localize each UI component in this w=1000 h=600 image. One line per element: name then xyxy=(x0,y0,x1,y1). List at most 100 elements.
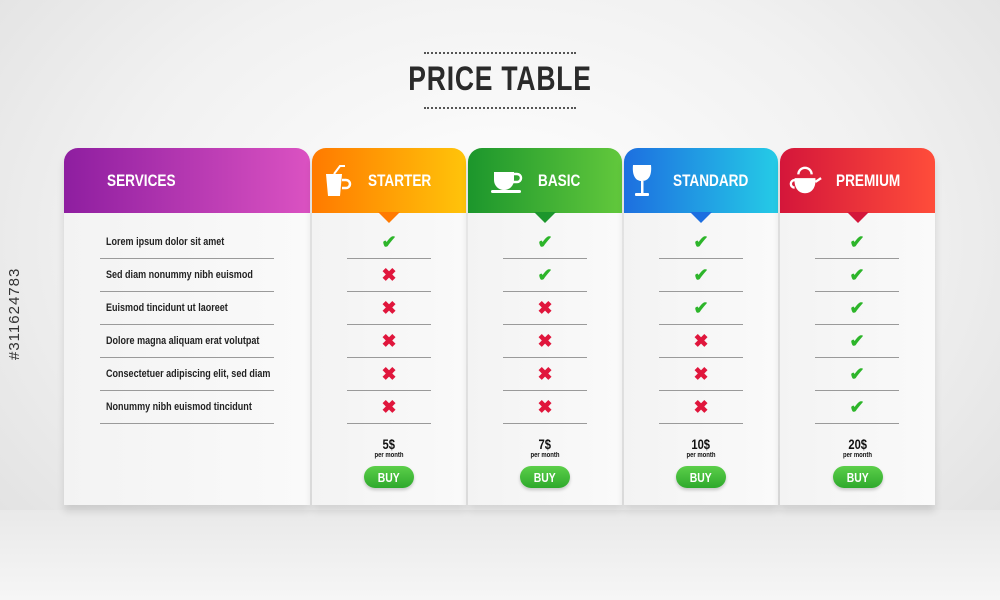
feature-cell: ✔ xyxy=(815,292,899,325)
header-pointer xyxy=(378,212,400,223)
header-pointer xyxy=(534,212,556,223)
plan-column-standard: STANDARD ✔ ✔ ✔ ✖ ✖ ✖ 10$ per month BUY xyxy=(624,148,778,505)
services-header: SERVICES xyxy=(64,148,310,213)
feature-cell: ✔ xyxy=(503,226,587,259)
price-period: per month xyxy=(530,452,560,459)
feature-cell: ✖ xyxy=(347,391,431,424)
feature-cell: ✔ xyxy=(815,391,899,424)
price-block: 7$ per month xyxy=(468,436,622,459)
check-icon: ✔ xyxy=(849,364,865,384)
feature-cell: ✔ xyxy=(815,358,899,391)
services-title: SERVICES xyxy=(107,170,176,190)
price-period: per month xyxy=(374,452,404,459)
service-label: Sed diam nonummy nibh euismod xyxy=(106,269,253,281)
service-row: Nonummy nibh euismod tincidunt xyxy=(100,391,274,424)
divider xyxy=(424,52,576,54)
check-icon: ✔ xyxy=(537,232,553,252)
buy-button[interactable]: BUY xyxy=(832,466,883,488)
price-amount: 5$ xyxy=(382,436,396,452)
feature-cell: ✔ xyxy=(659,259,743,292)
plan-column-premium: PREMIUM ✔ ✔ ✔ ✔ ✔ ✔ 20$ per month BUY xyxy=(780,148,935,505)
service-row: Consectetuer adipiscing elit, sed diam xyxy=(100,358,274,391)
price-amount: 10$ xyxy=(691,436,711,452)
check-icon: ✔ xyxy=(849,331,865,351)
check-icon: ✔ xyxy=(849,232,865,252)
feature-cell: ✔ xyxy=(815,259,899,292)
cross-icon: ✖ xyxy=(693,364,709,384)
plan-header: STARTER xyxy=(312,148,466,223)
wine-glass-icon xyxy=(625,164,659,198)
service-label: Nonummy nibh euismod tincidunt xyxy=(106,401,252,413)
feature-cell: ✖ xyxy=(659,325,743,358)
check-icon: ✔ xyxy=(537,265,553,285)
cross-icon: ✖ xyxy=(381,331,397,351)
service-row: Sed diam nonummy nibh euismod xyxy=(100,259,274,292)
feature-cell: ✖ xyxy=(659,391,743,424)
cross-icon: ✖ xyxy=(537,331,553,351)
check-icon: ✔ xyxy=(693,232,709,252)
feature-cell: ✖ xyxy=(347,259,431,292)
plan-header: PREMIUM xyxy=(780,148,935,223)
feature-cell: ✔ xyxy=(659,226,743,259)
price-period: per month xyxy=(686,452,716,459)
cross-icon: ✖ xyxy=(381,364,397,384)
buy-button[interactable]: BUY xyxy=(676,466,726,488)
cross-icon: ✖ xyxy=(693,397,709,417)
cross-icon: ✖ xyxy=(381,298,397,318)
teapot-icon xyxy=(788,164,823,198)
page-title: PRICE TABLE xyxy=(408,60,592,98)
service-label: Dolore magna aliquam erat volutpat xyxy=(106,335,260,347)
buy-button[interactable]: BUY xyxy=(364,466,414,488)
cross-icon: ✖ xyxy=(693,331,709,351)
feature-cell: ✔ xyxy=(347,226,431,259)
price-amount: 20$ xyxy=(848,436,867,452)
feature-cell: ✔ xyxy=(659,292,743,325)
feature-cell: ✖ xyxy=(347,325,431,358)
buy-label: BUY xyxy=(378,469,400,485)
plan-column-starter: STARTER ✔ ✖ ✖ ✖ ✖ ✖ 5$ per month BUY xyxy=(312,148,466,505)
buy-label: BUY xyxy=(690,469,712,485)
stock-id-watermark: #311624783 xyxy=(6,267,23,360)
service-label: Euismod tincidunt ut laoreet xyxy=(106,302,228,314)
price-block: 10$ per month xyxy=(624,436,778,459)
price-period: per month xyxy=(842,452,873,459)
feature-cell: ✔ xyxy=(815,226,899,259)
check-icon: ✔ xyxy=(849,265,865,285)
service-label: Consectetuer adipiscing elit, sed diam xyxy=(106,368,271,380)
price-amount: 7$ xyxy=(538,436,552,452)
cross-icon: ✖ xyxy=(381,265,397,285)
feature-cell: ✖ xyxy=(347,358,431,391)
feature-cell: ✔ xyxy=(503,259,587,292)
price-block: 20$ per month xyxy=(780,436,935,459)
cross-icon: ✖ xyxy=(537,364,553,384)
cocktail-glass-icon xyxy=(320,164,354,198)
cross-icon: ✖ xyxy=(537,397,553,417)
service-row: Dolore magna aliquam erat volutpat xyxy=(100,325,274,358)
service-row: Euismod tincidunt ut laoreet xyxy=(100,292,274,325)
feature-cell: ✔ xyxy=(815,325,899,358)
check-icon: ✔ xyxy=(849,298,865,318)
cross-icon: ✖ xyxy=(537,298,553,318)
feature-cell: ✖ xyxy=(503,292,587,325)
buy-label: BUY xyxy=(534,469,556,485)
plan-name: STANDARD xyxy=(672,170,749,190)
plan-name: PREMIUM xyxy=(836,170,901,190)
feature-cell: ✖ xyxy=(659,358,743,391)
plan-header: BASIC xyxy=(468,148,622,223)
plan-header: STANDARD xyxy=(624,148,778,223)
header-pointer xyxy=(690,212,712,223)
plan-column-basic: BASIC ✔ ✔ ✖ ✖ ✖ ✖ 7$ per month BUY xyxy=(468,148,622,505)
plan-name: BASIC xyxy=(537,170,580,190)
check-icon: ✔ xyxy=(849,397,865,417)
header-pointer xyxy=(846,212,869,223)
check-icon: ✔ xyxy=(381,232,397,252)
floor xyxy=(0,510,1000,600)
title-block: PRICE TABLE xyxy=(408,52,591,109)
feature-cell: ✖ xyxy=(347,292,431,325)
feature-cell: ✖ xyxy=(503,325,587,358)
coffee-cup-icon xyxy=(490,164,524,198)
buy-button[interactable]: BUY xyxy=(520,466,570,488)
feature-cell: ✖ xyxy=(503,358,587,391)
divider xyxy=(424,107,576,109)
check-icon: ✔ xyxy=(693,298,709,318)
